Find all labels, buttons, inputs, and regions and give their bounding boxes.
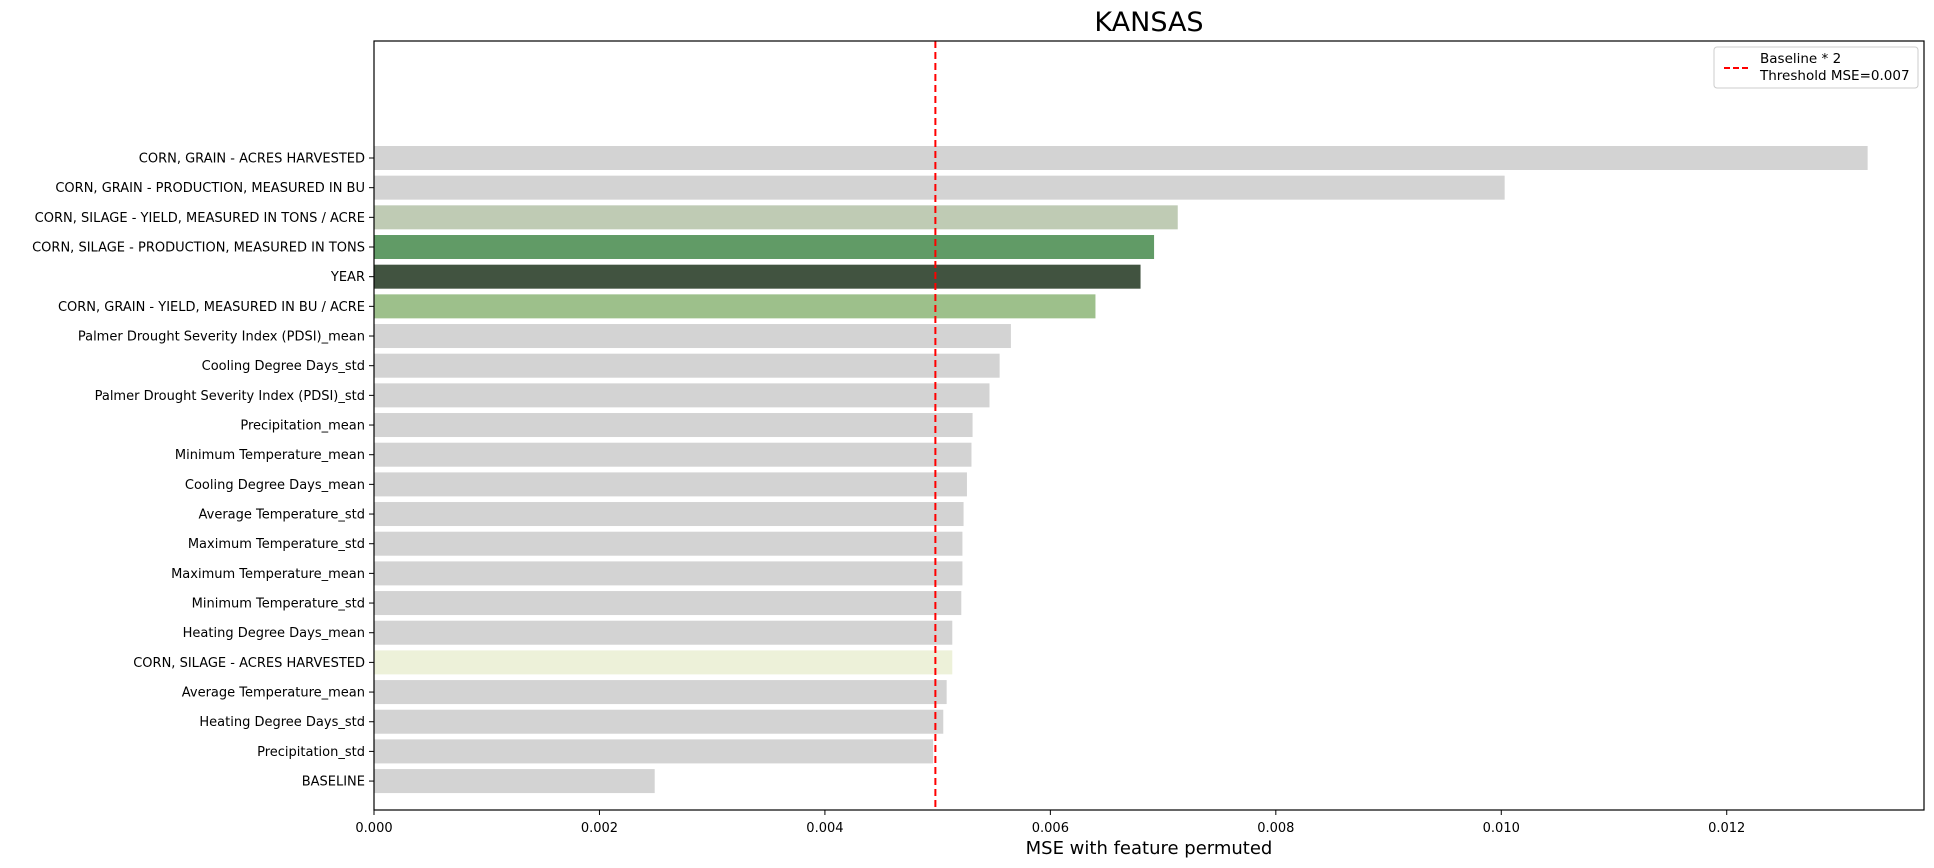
bar <box>374 531 963 556</box>
x-tick-label: 0.010 <box>1483 821 1520 836</box>
y-tick-label: CORN, SILAGE - ACRES HARVESTED <box>133 656 365 671</box>
bar <box>374 472 967 497</box>
bar <box>374 383 990 408</box>
y-tick-label: Palmer Drought Severity Index (PDSI)_std <box>95 389 365 404</box>
bar <box>374 561 963 586</box>
x-tick-label: 0.006 <box>1032 821 1069 836</box>
legend: Baseline * 2 Threshold MSE=0.007 <box>1713 46 1919 89</box>
bar <box>374 264 1141 289</box>
y-tick-label: CORN, GRAIN - YIELD, MEASURED IN BU / AC… <box>58 300 365 315</box>
y-tick-label: Precipitation_mean <box>240 419 365 434</box>
bar <box>374 709 944 734</box>
y-tick-label: Cooling Degree Days_std <box>202 359 365 374</box>
plot-frame <box>373 40 1925 811</box>
bar <box>374 294 1096 319</box>
y-tick-label: Average Temperature_mean <box>182 686 365 701</box>
bar <box>374 146 1868 170</box>
y-tick-label: CORN, SILAGE - PRODUCTION, MEASURED IN T… <box>32 241 365 256</box>
x-axis-title: MSE with feature permuted <box>1026 838 1273 859</box>
bar <box>374 205 1178 230</box>
chart-title: KANSAS <box>1094 7 1203 38</box>
y-tick-label: BASELINE <box>302 775 365 790</box>
y-tick-label: Heating Degree Days_mean <box>183 626 365 641</box>
bar <box>374 324 1011 349</box>
legend-box <box>1713 46 1919 89</box>
x-tick-label: 0.004 <box>806 821 843 836</box>
bar <box>374 650 953 675</box>
y-tick-label: Maximum Temperature_mean <box>171 567 365 582</box>
y-tick-label: Palmer Drought Severity Index (PDSI)_mea… <box>78 330 365 345</box>
bar <box>374 353 1000 378</box>
legend-label-line2: Threshold MSE=0.007 <box>1759 68 1910 84</box>
bar <box>374 769 655 794</box>
y-tick-label: CORN, SILAGE - YIELD, MEASURED IN TONS /… <box>35 211 365 226</box>
y-tick-label: Cooling Degree Days_mean <box>185 478 365 493</box>
bar <box>374 591 962 616</box>
bars-layer <box>374 146 1868 794</box>
bar <box>374 413 973 438</box>
y-tick-label: YEAR <box>330 270 365 285</box>
bar <box>374 680 947 705</box>
y-tick-label: Precipitation_std <box>257 745 365 760</box>
y-tick-label: Average Temperature_std <box>199 508 366 523</box>
bar <box>374 502 964 527</box>
y-tick-label: CORN, GRAIN - ACRES HARVESTED <box>139 152 365 167</box>
y-tick-label: CORN, GRAIN - PRODUCTION, MEASURED IN BU <box>55 181 365 196</box>
bar <box>374 620 953 645</box>
axes-layer: CORN, GRAIN - ACRES HARVESTED CORN, GRAIN… <box>32 40 1925 836</box>
y-tick-label: Minimum Temperature_mean <box>175 448 365 463</box>
bar <box>374 739 934 764</box>
x-tick-label: 0.008 <box>1257 821 1294 836</box>
bar <box>374 442 972 467</box>
x-tick-label: 0.012 <box>1708 821 1745 836</box>
y-tick-label: Maximum Temperature_std <box>188 537 365 552</box>
x-tick-label: 0.000 <box>355 821 392 836</box>
legend-label-line1: Baseline * 2 <box>1760 51 1841 67</box>
y-tick-label: Heating Degree Days_std <box>199 715 365 730</box>
y-tick-label: Minimum Temperature_std <box>192 597 365 612</box>
bar <box>374 175 1505 200</box>
bar <box>374 235 1155 260</box>
x-tick-label: 0.002 <box>581 821 618 836</box>
